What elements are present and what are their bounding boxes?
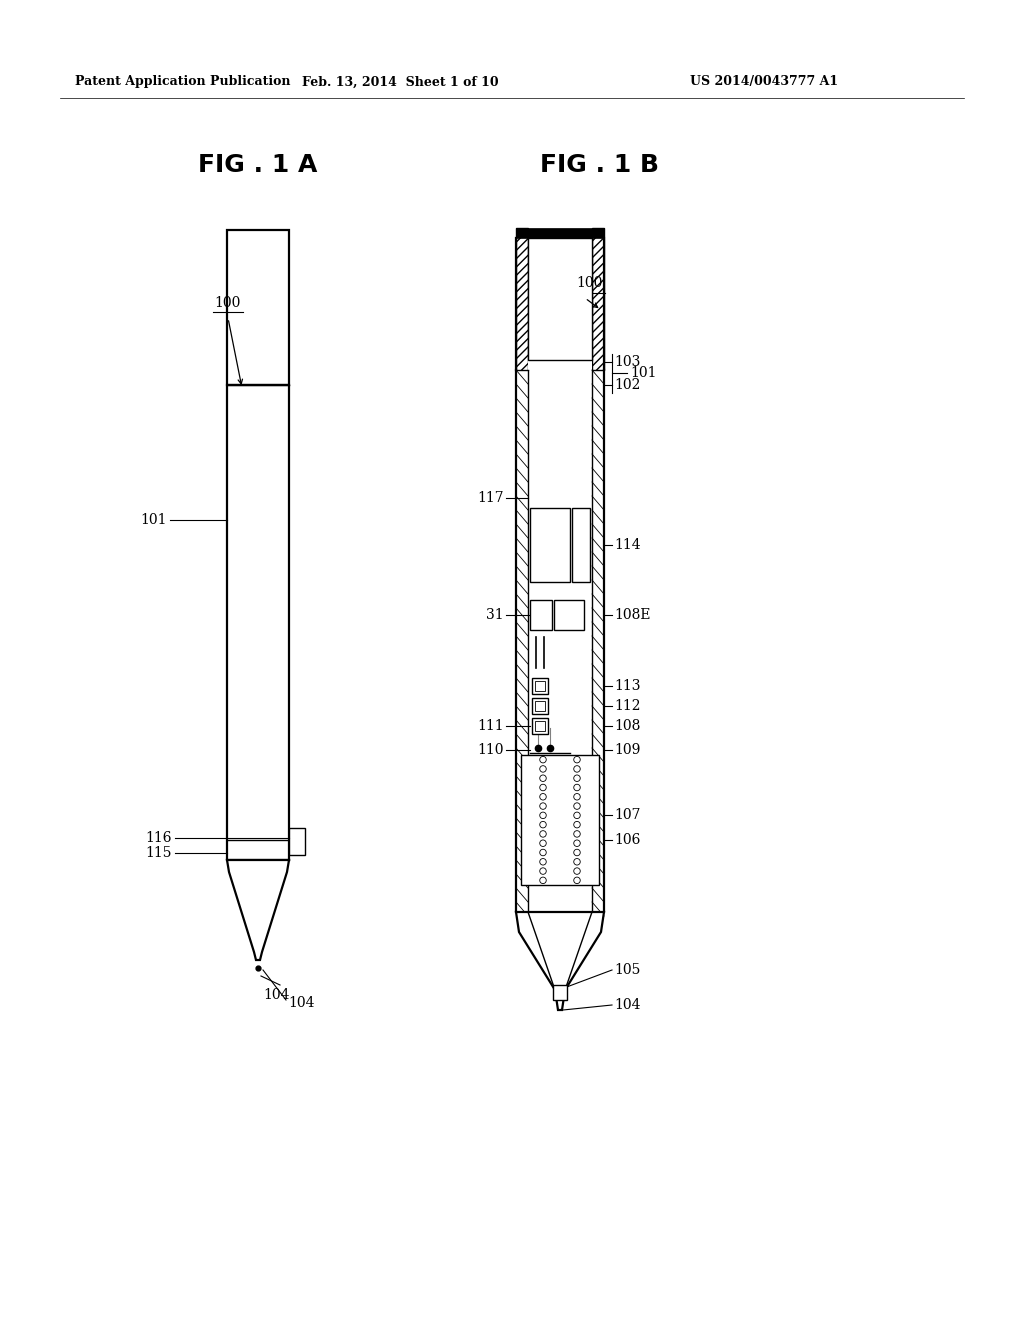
- Bar: [532, 718, 548, 734]
- Text: 105: 105: [614, 964, 640, 977]
- Circle shape: [573, 775, 581, 781]
- Bar: [532, 678, 548, 694]
- Circle shape: [573, 876, 581, 883]
- Circle shape: [573, 803, 581, 809]
- Circle shape: [573, 840, 581, 846]
- Bar: [227, 230, 289, 385]
- Polygon shape: [227, 861, 289, 960]
- Circle shape: [573, 858, 581, 865]
- Text: Patent Application Publication: Patent Application Publication: [75, 75, 291, 88]
- Circle shape: [573, 756, 581, 763]
- Bar: [535, 721, 545, 731]
- Bar: [521, 755, 599, 884]
- Circle shape: [540, 830, 546, 837]
- Text: 31: 31: [486, 609, 504, 622]
- Text: 108: 108: [614, 719, 640, 733]
- Circle shape: [540, 812, 546, 818]
- Text: 109: 109: [614, 743, 640, 756]
- Text: 107: 107: [614, 808, 640, 822]
- Circle shape: [540, 876, 546, 883]
- Circle shape: [540, 849, 546, 855]
- Circle shape: [540, 803, 546, 809]
- Text: 104: 104: [614, 998, 640, 1012]
- Text: 104: 104: [288, 997, 314, 1010]
- Circle shape: [540, 756, 546, 763]
- Bar: [530, 601, 552, 630]
- Bar: [530, 508, 570, 582]
- Circle shape: [540, 766, 546, 772]
- Circle shape: [540, 858, 546, 865]
- Text: 112: 112: [614, 700, 640, 713]
- Circle shape: [540, 821, 546, 828]
- Circle shape: [573, 849, 581, 855]
- Bar: [553, 985, 567, 1001]
- Text: 117: 117: [477, 491, 504, 506]
- Text: 103: 103: [614, 355, 640, 370]
- Bar: [528, 238, 592, 360]
- Circle shape: [573, 793, 581, 800]
- Text: FIG . 1 A: FIG . 1 A: [199, 153, 317, 177]
- Bar: [535, 701, 545, 711]
- Text: 101: 101: [630, 366, 656, 380]
- Text: 116: 116: [145, 832, 172, 845]
- Bar: [554, 601, 584, 630]
- Bar: [516, 228, 604, 238]
- Text: 115: 115: [145, 846, 172, 861]
- Circle shape: [573, 784, 581, 791]
- Text: 110: 110: [477, 743, 504, 756]
- Text: 101: 101: [140, 513, 167, 527]
- Bar: [227, 385, 289, 861]
- Text: 100: 100: [577, 276, 603, 290]
- Bar: [592, 228, 604, 370]
- Circle shape: [573, 766, 581, 772]
- Circle shape: [540, 775, 546, 781]
- Text: 114: 114: [614, 539, 641, 552]
- Circle shape: [540, 784, 546, 791]
- Bar: [516, 228, 528, 370]
- Circle shape: [573, 812, 581, 818]
- Text: 113: 113: [614, 678, 640, 693]
- Text: FIG . 1 B: FIG . 1 B: [541, 153, 659, 177]
- Text: 108E: 108E: [614, 609, 650, 622]
- Text: Feb. 13, 2014  Sheet 1 of 10: Feb. 13, 2014 Sheet 1 of 10: [302, 75, 499, 88]
- Bar: [572, 508, 590, 582]
- Circle shape: [540, 793, 546, 800]
- Circle shape: [540, 840, 546, 846]
- Text: 100: 100: [215, 296, 242, 310]
- Circle shape: [540, 867, 546, 874]
- Text: 104: 104: [263, 987, 290, 1002]
- Bar: [528, 238, 592, 370]
- Bar: [532, 698, 548, 714]
- Text: 111: 111: [477, 719, 504, 733]
- Bar: [535, 681, 545, 690]
- Text: 102: 102: [614, 378, 640, 392]
- Circle shape: [573, 821, 581, 828]
- Bar: [289, 828, 305, 855]
- Text: 106: 106: [614, 833, 640, 847]
- Circle shape: [573, 867, 581, 874]
- Text: US 2014/0043777 A1: US 2014/0043777 A1: [690, 75, 838, 88]
- Circle shape: [573, 830, 581, 837]
- Polygon shape: [516, 912, 604, 1010]
